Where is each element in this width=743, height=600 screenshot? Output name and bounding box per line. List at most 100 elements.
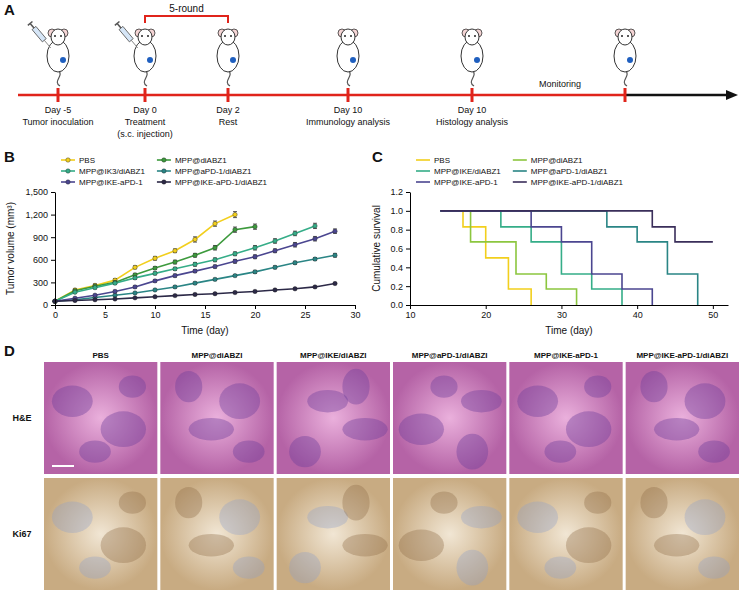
data-point	[333, 253, 337, 257]
tissue-texture	[307, 390, 348, 412]
data-point	[153, 279, 157, 283]
tissue-texture	[566, 527, 611, 563]
series-line	[440, 211, 652, 305]
y-tick-mark	[51, 282, 55, 283]
timeline-tick	[624, 88, 627, 102]
tumor-dot	[350, 57, 356, 63]
error-bar	[193, 262, 197, 266]
x-tick: 15	[200, 305, 210, 320]
y-tick-label: 1.2	[390, 187, 403, 197]
chart-panel: B05101520253003006009001,2001,500Time (d…	[4, 148, 361, 336]
series	[53, 281, 337, 303]
error-bar	[313, 223, 317, 228]
legend-item: MPP@IKE-aPD-1	[61, 178, 143, 187]
mouse-eye	[621, 35, 623, 37]
mouse-head	[221, 29, 235, 45]
tissue-texture	[517, 386, 558, 417]
x-axis-title: Time (day)	[181, 325, 228, 336]
column-header: MPP@IKE-aPD-1/diABZI	[636, 351, 728, 360]
data-point	[233, 259, 237, 263]
timeline-tick	[347, 88, 350, 102]
data-point	[133, 296, 137, 300]
data-point	[93, 293, 97, 297]
legend-symbol	[416, 181, 430, 183]
tissue-texture	[101, 411, 146, 447]
data-point	[233, 212, 237, 216]
x-axis-line	[411, 305, 729, 306]
syringe-needle	[131, 40, 137, 48]
x-tick-mark	[561, 305, 562, 309]
error-bar	[193, 253, 197, 257]
panel-letter: C	[372, 148, 383, 165]
syringe-barrel	[32, 26, 46, 41]
x-tick-label: 15	[200, 310, 210, 320]
data-point	[213, 246, 217, 250]
error-bar	[213, 221, 217, 226]
legend-item: MPP@IKE/diABZ1	[416, 167, 501, 176]
data-point	[193, 269, 197, 273]
legend-symbol	[513, 170, 527, 172]
data-point	[193, 262, 197, 266]
x-tick: 30	[350, 305, 360, 320]
error-bar	[133, 276, 137, 279]
legend-label: MPP@IKE-aPD-1	[79, 178, 143, 187]
syringe-needle	[44, 40, 50, 48]
data-point	[273, 265, 277, 269]
y-tick-label: 1,500	[25, 187, 48, 197]
tissue-texture	[189, 534, 234, 556]
y-tick-label: 1,200	[25, 210, 48, 220]
tissue-texture	[685, 383, 726, 419]
tissue-texture	[698, 440, 730, 462]
data-point	[93, 285, 97, 289]
tissue-texture	[430, 491, 457, 513]
data-point	[193, 281, 197, 285]
histology-image	[277, 362, 390, 474]
error-bar	[253, 245, 257, 250]
histology-image	[160, 478, 273, 590]
data-point	[73, 298, 77, 302]
x-tick: 30	[557, 305, 567, 320]
data-point	[73, 290, 77, 294]
row-label: H&E	[12, 413, 31, 423]
tissue-texture	[584, 375, 611, 397]
event-label: Tumor inoculation	[22, 117, 93, 127]
event-day: Day 10	[334, 105, 363, 115]
data-point	[153, 266, 157, 270]
x-tick-label: 10	[150, 310, 160, 320]
tissue-texture	[52, 502, 93, 533]
image-background	[277, 478, 390, 590]
legend-symbol	[416, 159, 430, 161]
image-background	[44, 362, 157, 474]
image-background	[509, 478, 622, 590]
y-tick: 0	[43, 300, 55, 310]
legend-symbol	[66, 158, 70, 162]
x-tick-label: 30	[350, 310, 360, 320]
data-point	[233, 290, 237, 294]
scale-bar	[52, 465, 74, 467]
mouse-head	[51, 29, 65, 45]
y-tick-mark	[406, 192, 410, 193]
x-tick-mark	[255, 305, 256, 309]
histology-image	[160, 362, 273, 474]
legend-label: PBS	[79, 156, 95, 165]
legend-label: MPP@diABZ1	[175, 156, 227, 165]
tissue-texture	[189, 418, 234, 440]
y-tick-mark	[406, 230, 410, 231]
y-axis-line	[55, 193, 56, 306]
x-tick-label: 0	[53, 310, 58, 320]
tissue-texture	[461, 506, 502, 528]
series	[53, 229, 337, 304]
tissue-texture	[517, 502, 558, 533]
legend-label: MPP@IK3/diABZ1	[79, 167, 145, 176]
data-point	[213, 277, 217, 281]
y-axis: 03006009001,2001,500	[25, 187, 55, 310]
histology-image	[44, 478, 157, 590]
series	[440, 211, 713, 242]
error-bar	[213, 265, 217, 268]
y-tick-mark	[406, 249, 410, 250]
legend-symbol	[66, 180, 70, 184]
tissue-texture	[544, 556, 576, 578]
event-day: Day -5	[45, 105, 72, 115]
data-point	[273, 249, 277, 253]
y-tick: 1,200	[25, 210, 55, 220]
